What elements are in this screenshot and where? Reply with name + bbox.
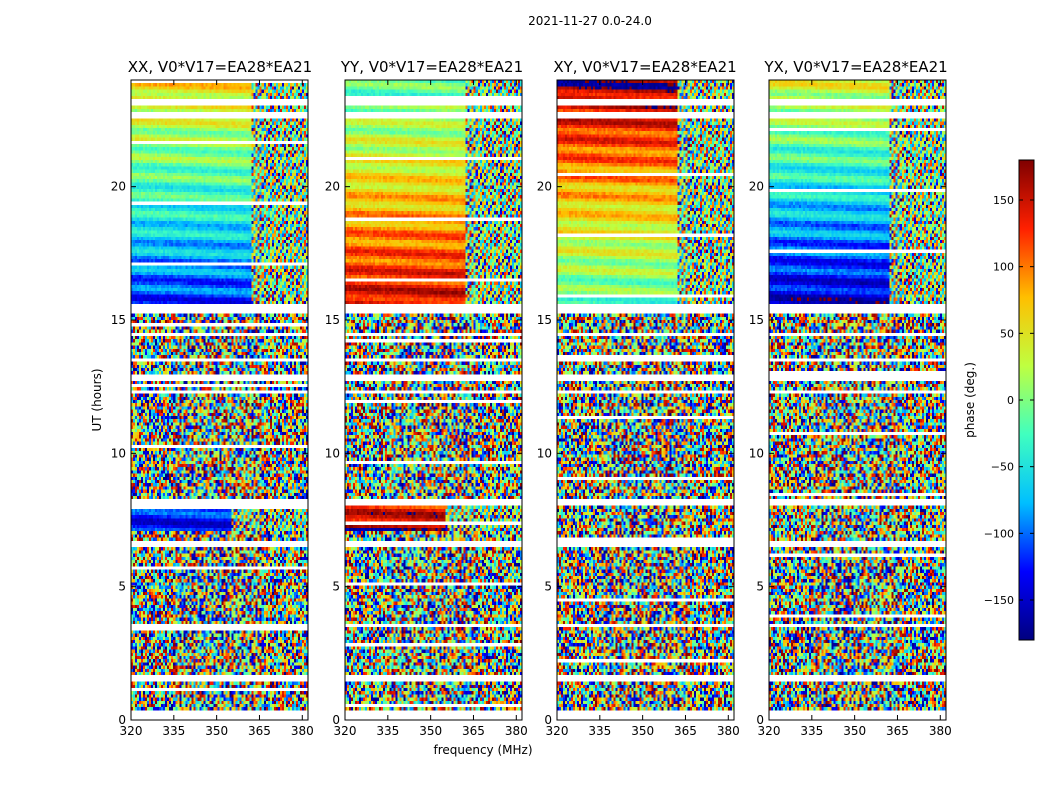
x-axis-label: frequency (MHz) — [433, 743, 533, 757]
heatmap-panel-2 — [557, 80, 734, 720]
colorbar-tick-label: −150 — [984, 594, 1014, 607]
y-tick-label: 0 — [118, 713, 126, 727]
y-tick-label: 10 — [325, 446, 340, 460]
panel-title-xy: XY, V0*V17=EA28*EA21 — [553, 58, 737, 76]
panel-frame — [344, 79, 523, 721]
y-tick-label: 10 — [749, 446, 764, 460]
x-tick-label: 350 — [419, 724, 442, 738]
colorbar-tick-label: −50 — [991, 461, 1014, 474]
panel-title-yy: YY, V0*V17=EA28*EA21 — [340, 58, 524, 76]
x-tick-label: 380 — [505, 724, 528, 738]
colorbar-tick-label: 0 — [1007, 394, 1014, 407]
x-tick-label: 335 — [376, 724, 399, 738]
y-tick-label: 5 — [756, 580, 764, 594]
x-tick-label: 365 — [248, 724, 271, 738]
heatmap-panel-0 — [131, 80, 308, 720]
y-tick-label: 0 — [544, 713, 552, 727]
x-tick-label: 350 — [843, 724, 866, 738]
y-tick-label: 15 — [537, 313, 552, 327]
x-tick-label: 365 — [886, 724, 909, 738]
y-tick-label: 20 — [537, 180, 552, 194]
x-tick-label: 380 — [291, 724, 314, 738]
y-tick-label: 20 — [325, 180, 340, 194]
x-tick-label: 320 — [120, 724, 143, 738]
y-tick-label: 5 — [544, 580, 552, 594]
x-tick-label: 320 — [334, 724, 357, 738]
y-tick-label: 0 — [756, 713, 764, 727]
y-tick-label: 0 — [332, 713, 340, 727]
heatmap-panel-3 — [769, 80, 946, 720]
y-tick-label: 15 — [749, 313, 764, 327]
y-tick-label: 5 — [118, 580, 126, 594]
y-tick-label: 15 — [325, 313, 340, 327]
figure-title: 2021-11-27 0.0-24.0 — [528, 14, 652, 28]
panel-frame — [130, 79, 309, 721]
y-tick-label: 15 — [111, 313, 126, 327]
y-tick-label: 5 — [332, 580, 340, 594]
panel-frame — [768, 79, 947, 721]
x-tick-label: 335 — [800, 724, 823, 738]
heatmap-panel-1 — [345, 80, 522, 720]
y-tick-label: 20 — [749, 180, 764, 194]
y-tick-label: 20 — [111, 180, 126, 194]
x-tick-label: 365 — [674, 724, 697, 738]
x-tick-label: 320 — [758, 724, 781, 738]
x-tick-label: 380 — [929, 724, 952, 738]
panel-title-xx: XX, V0*V17=EA28*EA21 — [127, 58, 313, 76]
x-tick-label: 350 — [631, 724, 654, 738]
colorbar-tick-label: −100 — [984, 527, 1014, 540]
panel-title-yx: YX, V0*V17=EA28*EA21 — [764, 58, 948, 76]
colorbar-tick-label: 50 — [1000, 327, 1014, 340]
colorbar-tick-label: 150 — [993, 194, 1014, 207]
x-tick-label: 350 — [205, 724, 228, 738]
x-tick-label: 365 — [462, 724, 485, 738]
x-tick-label: 380 — [717, 724, 740, 738]
colorbar-tick-label: 100 — [993, 261, 1014, 274]
x-tick-label: 335 — [162, 724, 185, 738]
y-tick-label: 10 — [537, 446, 552, 460]
panel-frame — [556, 79, 735, 721]
x-tick-label: 320 — [546, 724, 569, 738]
y-tick-label: 10 — [111, 446, 126, 460]
x-tick-label: 335 — [588, 724, 611, 738]
